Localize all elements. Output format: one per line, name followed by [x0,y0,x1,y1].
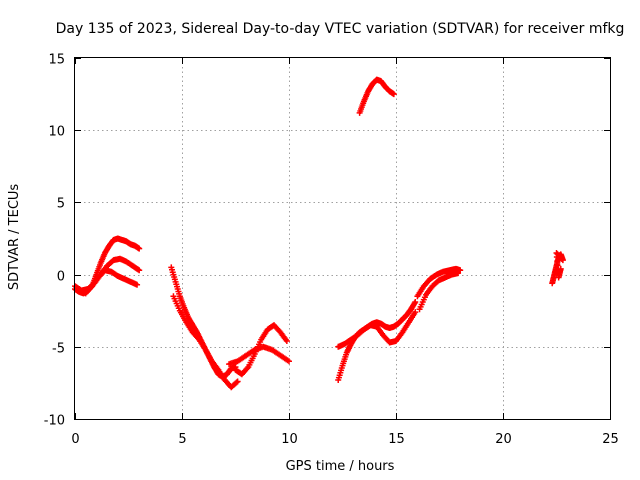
x-tick-label: 25 [602,432,619,447]
data-point [244,365,251,372]
x-tick-label: 20 [495,432,512,447]
series-segment-2b [170,293,241,391]
series-segment-1a [72,235,143,297]
y-tick-label: 0 [57,270,65,285]
x-axis-label: GPS time / hours [286,459,395,474]
y-tick-label: 15 [48,53,65,68]
series-segment-1c [82,267,141,297]
data-points [72,76,566,391]
y-tick-label: 5 [57,197,65,212]
x-tick-label: 10 [281,432,298,447]
data-point [136,245,143,252]
series-segment-2c [232,322,290,378]
data-point [286,358,292,365]
data-point [390,91,397,98]
y-tick-label: 10 [48,125,65,140]
data-point [136,267,143,274]
ticks: 0 5 10 15 20 25 -10 -5 0 5 10 15 [44,53,619,448]
series-segment-4 [356,76,397,116]
data-point [233,379,240,386]
data-point [455,270,462,277]
y-axis-label: SDTVAR / TECUs [7,184,22,291]
series-segment-3d [416,270,462,313]
grid [75,58,610,419]
series-segment-3c [414,265,464,300]
data-point [134,281,141,288]
data-point [412,309,419,316]
series-segment-5 [549,249,566,287]
data-point [557,265,564,272]
x-tick-label: 15 [388,432,405,447]
data-point [234,378,241,385]
y-tick-label: -10 [44,414,65,429]
data-point [412,299,419,306]
plot-frame [74,57,611,420]
x-tick-label: 5 [178,432,186,447]
x-tick-label: 0 [71,432,79,447]
y-tick-label: -5 [52,342,65,357]
series-segment-3b [335,309,419,350]
data-point [283,338,290,345]
series-segment-2d [226,343,292,368]
chart-title: Day 135 of 2023, Sidereal Day-to-day VTE… [56,21,625,37]
